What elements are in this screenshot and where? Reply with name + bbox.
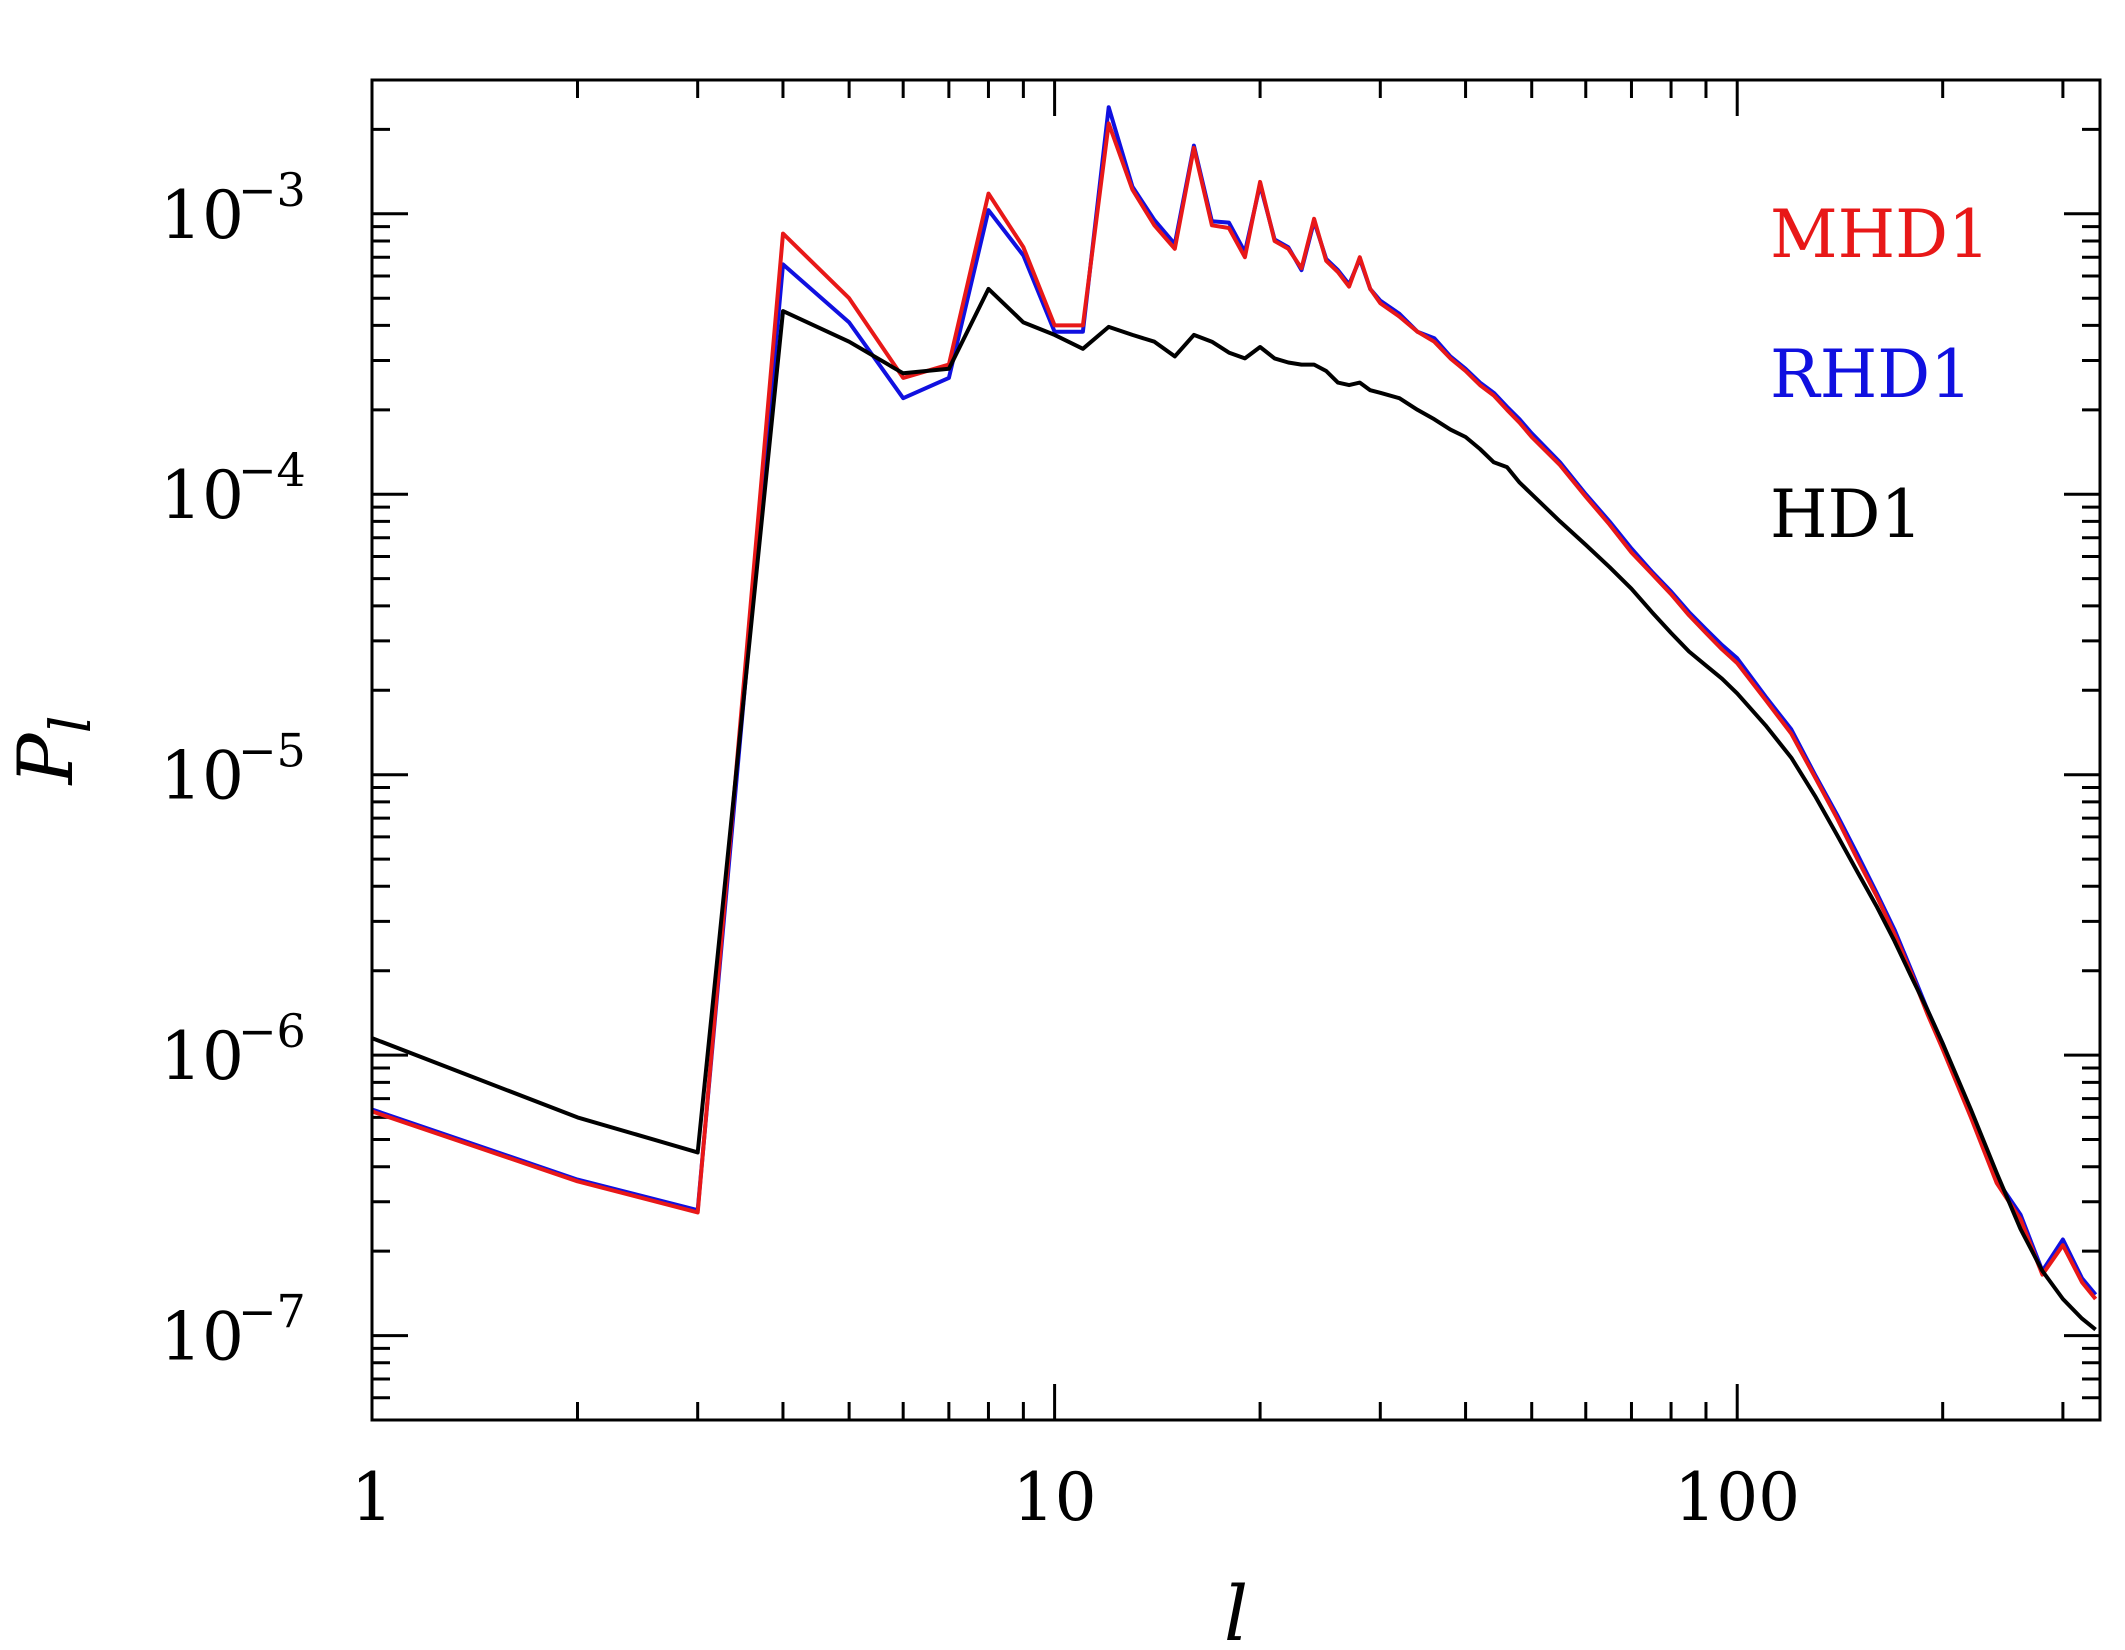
legend-label-rhd1: RHD1 [1770,336,1972,413]
x-tick-label: 1 [351,1459,393,1536]
y-tick-label-exponent: −3 [238,163,306,217]
y-tick-label-base: 10 [160,457,244,534]
y-tick-label: 10−3 [160,163,306,254]
legend: MHD1 RHD1 HD1 [1770,196,1990,553]
x-axis-title: l [1224,1569,1248,1650]
data-series [371,105,2098,1332]
x-tick-label: 10 [1013,1459,1097,1536]
series-line-hd1 [371,286,2097,1332]
y-tick-label: 10−6 [160,1004,306,1095]
y-tick-labels: 10−710−610−510−410−3 [160,163,306,1376]
y-tick-label-exponent: −6 [238,1004,306,1058]
y-tick-label-base: 10 [160,177,244,254]
y-tick-label-exponent: −7 [238,1285,306,1339]
y-tick-label-exponent: −5 [238,724,306,778]
x-tick-labels: 1 10 100 [351,1459,1800,1536]
legend-label-hd1: HD1 [1770,476,1922,553]
series-line-mhd1 [371,121,2098,1301]
axis-ticks [370,78,2100,1422]
y-tick-label: 10−5 [160,724,306,815]
y-tick-label-base: 10 [160,1299,244,1376]
y-tick-label: 10−7 [160,1285,306,1376]
y-axis-subscript: l [39,715,104,733]
y-tick-label-base: 10 [160,1018,244,1095]
legend-label-mhd1: MHD1 [1770,196,1990,273]
y-axis-title: Pl [1,715,104,786]
y-tick-label-base: 10 [160,738,244,815]
x-tick-label: 100 [1674,1459,1800,1536]
y-tick-label-exponent: −4 [238,443,306,497]
y-tick-label: 10−4 [160,443,306,534]
y-axis-symbol: P [1,732,90,787]
plot-frame [370,78,2102,1422]
